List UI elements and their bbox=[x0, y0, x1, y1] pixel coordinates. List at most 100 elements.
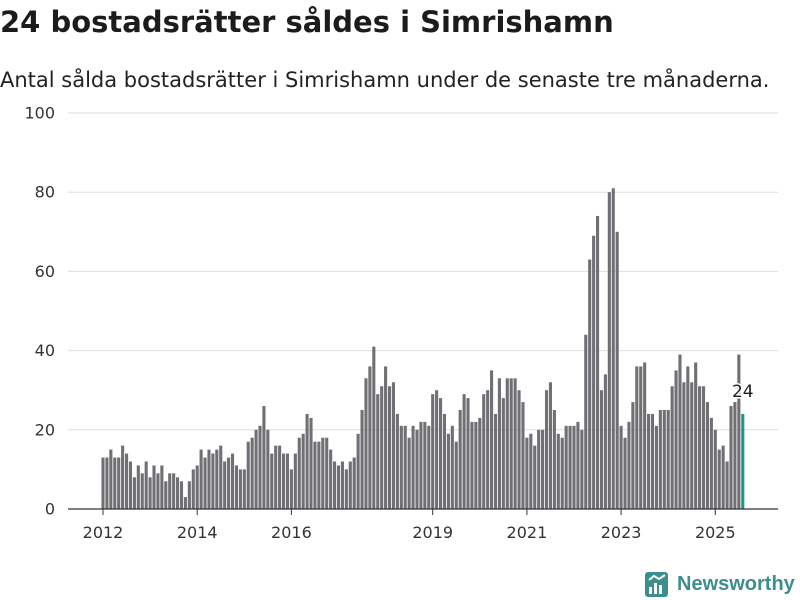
bar bbox=[611, 188, 615, 510]
bar bbox=[117, 457, 121, 509]
bar bbox=[242, 469, 246, 509]
bar bbox=[533, 445, 537, 509]
bar bbox=[572, 425, 576, 509]
bar bbox=[442, 413, 447, 509]
bar bbox=[313, 441, 317, 509]
bar bbox=[121, 445, 125, 509]
bar bbox=[360, 410, 364, 509]
bar bbox=[391, 382, 395, 509]
bar bbox=[548, 382, 552, 509]
bar bbox=[179, 481, 184, 509]
bar bbox=[215, 449, 219, 509]
bar bbox=[552, 410, 556, 509]
bar bbox=[297, 437, 301, 509]
bar bbox=[721, 445, 725, 509]
bar bbox=[513, 378, 517, 509]
bar bbox=[250, 437, 254, 509]
x-tick-label: 2012 bbox=[83, 523, 124, 542]
bar bbox=[486, 390, 490, 509]
bar bbox=[666, 410, 670, 509]
bar bbox=[238, 469, 242, 509]
bar bbox=[627, 421, 631, 509]
bar bbox=[274, 445, 278, 509]
x-tick-label: 2014 bbox=[177, 523, 218, 542]
gridlines bbox=[68, 112, 778, 431]
bar bbox=[603, 374, 607, 509]
bar bbox=[454, 441, 458, 509]
bar bbox=[474, 421, 478, 509]
bar bbox=[356, 433, 360, 509]
bar bbox=[348, 461, 352, 509]
bar bbox=[384, 366, 388, 509]
bar bbox=[364, 378, 368, 509]
bar bbox=[234, 465, 238, 509]
x-tick-label: 2021 bbox=[507, 523, 548, 542]
annotations: 24 bbox=[730, 380, 755, 403]
bar bbox=[435, 390, 439, 509]
bar bbox=[172, 473, 176, 509]
bar bbox=[395, 413, 399, 509]
bar bbox=[140, 473, 144, 509]
bar bbox=[282, 453, 286, 509]
bar bbox=[317, 441, 321, 509]
newsworthy-logo[interactable]: Newsworthy bbox=[645, 572, 796, 597]
bar bbox=[246, 441, 250, 509]
bar bbox=[309, 417, 313, 509]
x-axis: 2012 2014 2016 2019 2021 2023 2025 bbox=[68, 508, 778, 542]
bar-highlighted bbox=[741, 413, 745, 509]
x-tick-label: 2025 bbox=[695, 523, 736, 542]
bar bbox=[643, 362, 647, 509]
bar-chart-logo-icon bbox=[645, 572, 668, 597]
bar bbox=[482, 394, 486, 509]
bar bbox=[285, 453, 290, 509]
bar bbox=[164, 481, 168, 509]
bar bbox=[387, 386, 392, 509]
bar bbox=[187, 481, 191, 509]
bar bbox=[423, 421, 427, 509]
bar bbox=[654, 425, 658, 509]
bar bbox=[450, 425, 454, 509]
logo-icon-bar bbox=[654, 583, 657, 594]
bar bbox=[266, 429, 270, 509]
bar bbox=[580, 429, 584, 509]
bar bbox=[270, 453, 274, 509]
bar bbox=[737, 354, 741, 509]
bar bbox=[596, 215, 600, 509]
bar bbox=[176, 477, 180, 509]
bar bbox=[399, 425, 403, 509]
bar bbox=[662, 410, 666, 509]
y-axis: 0 20 40 60 80 100 bbox=[24, 104, 55, 519]
bar bbox=[521, 402, 525, 509]
bar bbox=[101, 457, 105, 509]
bar bbox=[113, 457, 117, 509]
x-tick-label: 2019 bbox=[412, 523, 453, 542]
bar bbox=[446, 433, 450, 509]
y-tick-label: 80 bbox=[35, 183, 55, 202]
x-tick-label: 2016 bbox=[271, 523, 312, 542]
bar bbox=[701, 386, 706, 509]
bar bbox=[588, 259, 592, 509]
bar bbox=[199, 449, 203, 509]
bar bbox=[497, 378, 501, 509]
bar bbox=[682, 382, 686, 509]
bar bbox=[352, 457, 356, 509]
bar bbox=[431, 394, 435, 509]
bar bbox=[219, 445, 223, 509]
bar bbox=[380, 386, 384, 509]
bar bbox=[223, 461, 227, 509]
y-tick-label: 0 bbox=[45, 500, 55, 519]
bar bbox=[556, 433, 560, 509]
bar bbox=[584, 334, 588, 509]
y-tick-label: 60 bbox=[35, 262, 55, 281]
bar bbox=[262, 406, 266, 509]
bar bbox=[372, 346, 376, 509]
bar bbox=[211, 453, 215, 509]
bar bbox=[670, 386, 674, 509]
page-title: 24 bostadsrätter såldes i Simrishamn bbox=[0, 5, 614, 39]
bar bbox=[368, 366, 372, 509]
bar bbox=[639, 366, 643, 509]
bar bbox=[156, 473, 160, 509]
bar bbox=[160, 465, 164, 509]
bar bbox=[125, 453, 129, 509]
